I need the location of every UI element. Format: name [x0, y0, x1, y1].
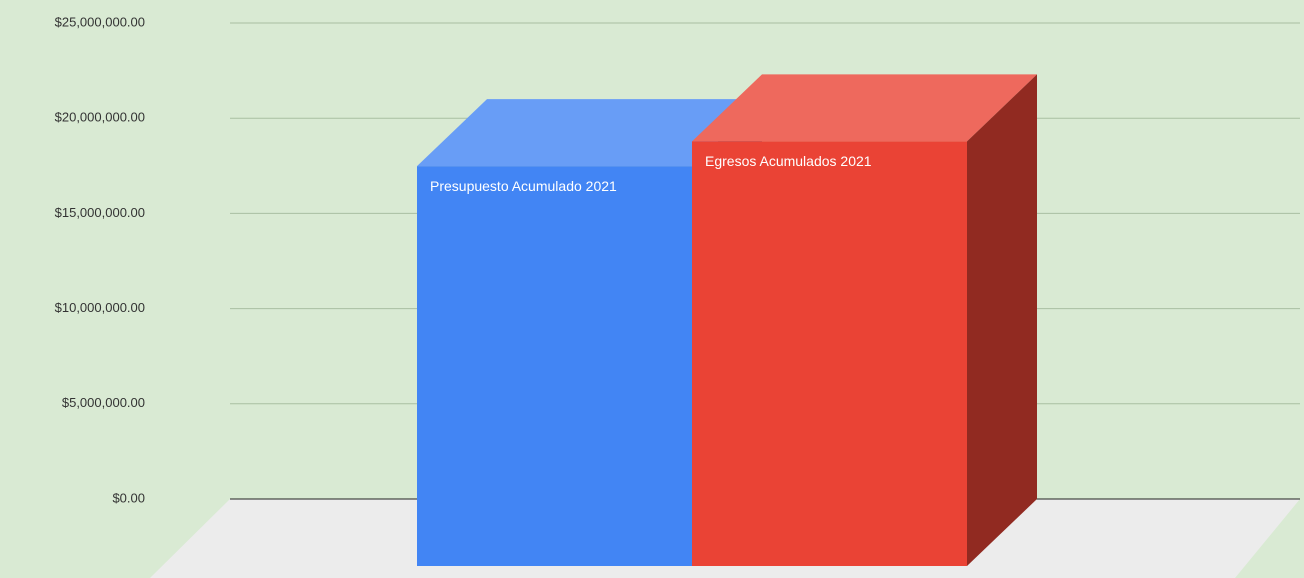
bar-label: Egresos Acumulados 2021 — [705, 153, 872, 169]
bar-top — [692, 74, 1037, 142]
bar-label: Presupuesto Acumulado 2021 — [430, 178, 617, 194]
y-tick-label: $0.00 — [112, 490, 145, 505]
y-tick-label: $15,000,000.00 — [55, 205, 145, 220]
bar — [417, 166, 692, 566]
y-tick-label: $10,000,000.00 — [55, 300, 145, 315]
y-tick-label: $20,000,000.00 — [55, 110, 145, 125]
bar — [692, 141, 967, 566]
bar-top — [417, 99, 762, 167]
bar-side — [967, 74, 1037, 567]
y-tick-label: $25,000,000.00 — [55, 14, 145, 29]
y-tick-label: $5,000,000.00 — [62, 395, 145, 410]
